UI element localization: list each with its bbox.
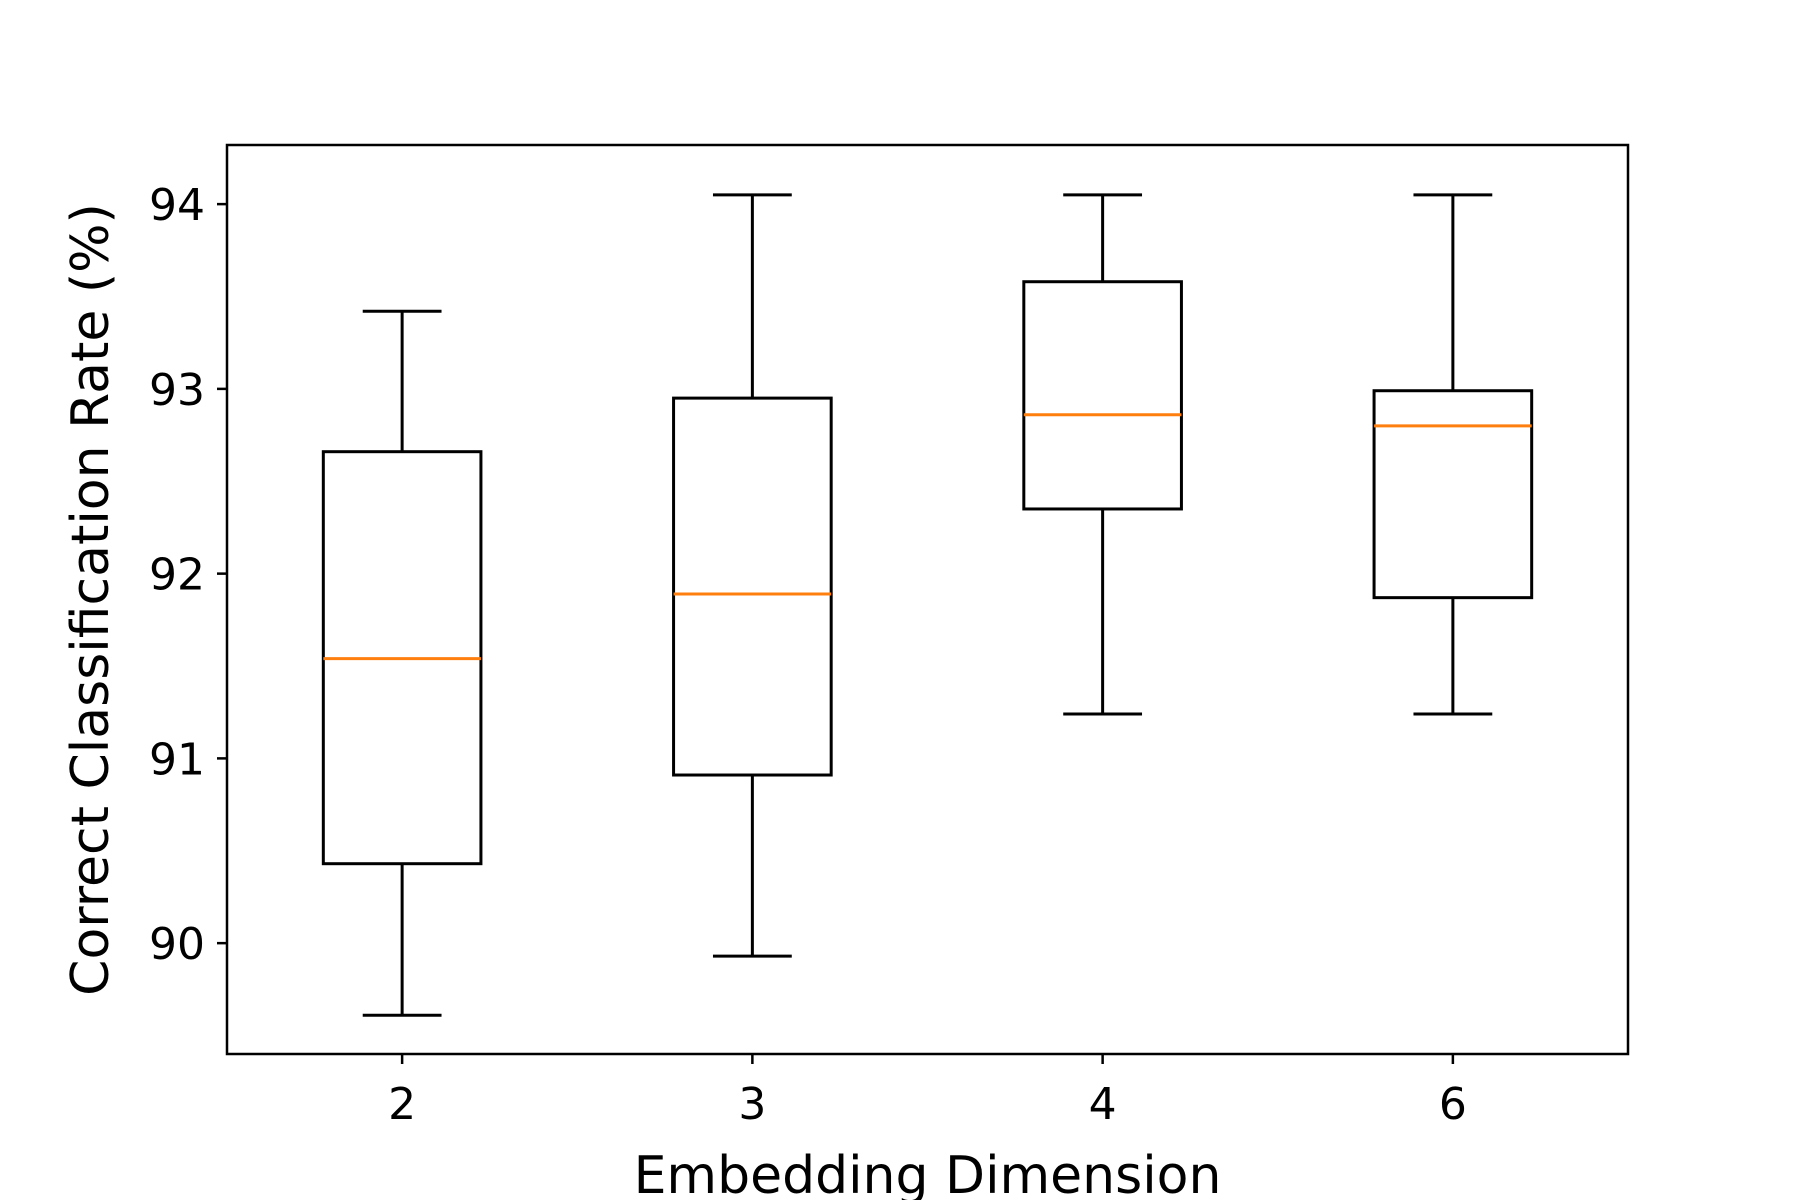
y-tick-label: 90 — [149, 919, 205, 970]
y-tick-label: 91 — [149, 734, 205, 785]
x-axis-label: Embedding Dimension — [634, 1146, 1222, 1200]
x-tick-label: 3 — [738, 1079, 766, 1130]
box-iqr — [1022, 280, 1183, 511]
box-group-2 — [321, 309, 483, 1017]
chart-marks — [321, 193, 1534, 1017]
box-group-6 — [1372, 193, 1534, 716]
y-tick-label: 94 — [149, 180, 205, 231]
box-iqr — [1372, 389, 1534, 600]
y-axis: 90 91 92 93 94 — [149, 180, 227, 970]
y-axis-label: Correct Classification Rate (%) — [61, 203, 121, 996]
x-tick-label: 2 — [388, 1079, 416, 1130]
y-tick-label: 92 — [149, 550, 205, 601]
box-iqr — [672, 396, 833, 777]
box-group-3 — [672, 193, 833, 958]
y-tick-label: 93 — [149, 365, 205, 416]
plot-area-frame — [225, 143, 1630, 1056]
x-tick-label: 6 — [1439, 1079, 1467, 1130]
x-tick-label: 4 — [1089, 1079, 1117, 1130]
box-group-4 — [1022, 193, 1183, 716]
x-axis: 2 3 4 6 — [388, 1054, 1467, 1130]
